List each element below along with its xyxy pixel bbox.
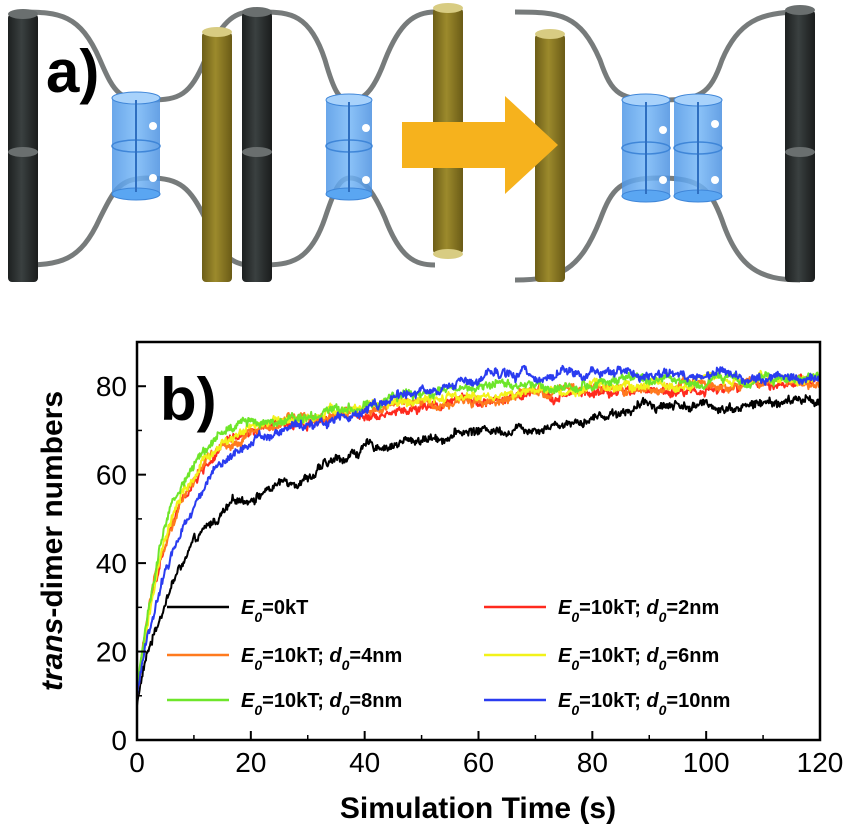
y-tick-label: 40 [96,548,127,579]
x-ticks: 0 20 40 60 80 100 120 [129,731,843,778]
panel-b: 0 20 40 60 80 100 120 0 20 40 60 80 b) Simulation … [36,340,843,825]
y-tick-label: 0 [111,725,127,756]
y-tick-label: 20 [96,637,127,668]
y-tick-label: 80 [96,371,127,402]
dark-rod [242,7,272,282]
panel-b-label: b) [160,366,217,433]
x-tick-label: 80 [577,747,608,778]
legend-label: E0=10kT; d0=8nm [241,690,402,718]
y-ticks: 0 20 40 60 80 [96,371,146,756]
x-tick-label: 20 [235,747,266,778]
blue-cylinder-dimer [621,93,671,203]
series-line-1 [136,394,821,706]
y-axis-title-rest: -dimer numbers [36,391,69,618]
plot-lines [136,364,821,706]
y-axis-title-italic: trans [36,618,69,691]
legend-label: E0=10kT; d0=2nm [558,597,719,625]
series-line-6 [136,364,821,697]
blue-cylinder-dimer [673,93,723,203]
legend-label: E0=10kT; d0=4nm [241,645,402,673]
legend-label: E0=10kT; d0=6nm [558,645,719,673]
legend-label: E0=0kT [241,597,308,625]
blue-cylinder-dimer [111,91,161,201]
blue-cylinder-dimer [325,93,373,201]
y-axis-title: trans-dimer numbers [36,391,69,691]
x-tick-label: 100 [683,747,730,778]
dark-rod [8,9,38,282]
panel-a: a) [8,3,815,283]
olive-rod [535,29,565,282]
dark-rod [785,5,815,282]
x-tick-label: 40 [349,747,380,778]
series-line-5 [136,371,821,691]
y-tick-label: 60 [96,460,127,491]
transition-arrow [402,96,558,194]
series-line-4 [136,369,821,694]
x-axis-title: Simulation Time (s) [340,792,616,825]
panel-a-label: a) [46,38,99,105]
x-tick-label: 0 [129,747,145,778]
x-tick-label: 60 [463,747,494,778]
x-tick-label: 120 [797,747,844,778]
olive-rod [202,27,232,282]
legend: E0=0kT E0=10kT; d0=2nm E0=10kT; d0=4nm E0=1… [167,597,730,718]
legend-label: E0=10kT; d0=10nm [558,690,730,718]
